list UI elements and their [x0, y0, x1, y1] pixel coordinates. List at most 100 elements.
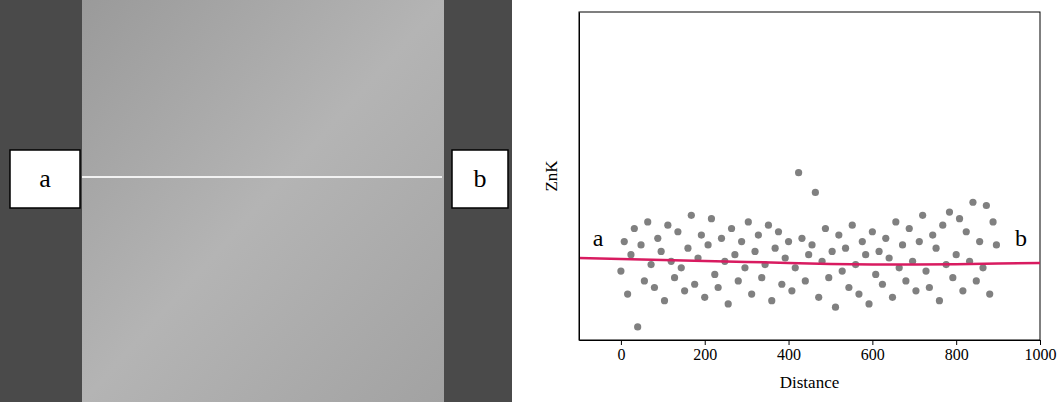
point [979, 264, 986, 271]
annotation: a [593, 225, 604, 251]
point [664, 222, 671, 229]
annotation: b [1015, 225, 1027, 251]
y-axis [579, 13, 580, 341]
x-tick-label: 800 [945, 346, 969, 363]
point [869, 228, 876, 235]
point [922, 268, 929, 275]
point [617, 268, 624, 275]
x-axis: 0 200 400 600 800 1000 [580, 340, 1057, 363]
x-tick-label: 1000 [1025, 346, 1057, 363]
point [708, 215, 715, 222]
trend-line [579, 258, 1040, 265]
x-axis-line [580, 340, 1041, 341]
point [647, 261, 654, 268]
x-tick-mark [789, 340, 790, 345]
point [681, 287, 688, 294]
x-tick-mark [705, 340, 706, 345]
point [684, 245, 691, 252]
x-tick-label: 600 [861, 346, 885, 363]
point [674, 228, 681, 235]
point [953, 251, 960, 258]
x-tick-label: 200 [693, 346, 717, 363]
point [855, 290, 862, 297]
micrograph: ab [0, 0, 512, 402]
point [788, 287, 795, 294]
point [718, 235, 725, 242]
point [875, 248, 882, 255]
point [735, 277, 742, 284]
point [631, 225, 638, 232]
point [621, 238, 628, 245]
point [932, 245, 939, 252]
point [859, 238, 866, 245]
point [728, 225, 735, 232]
point [892, 218, 899, 225]
x-tick-mark [956, 340, 957, 345]
point [715, 284, 722, 291]
point [849, 222, 856, 229]
point [661, 297, 668, 304]
point [912, 287, 919, 294]
x-tick-label: 0 [617, 346, 625, 363]
point [845, 284, 852, 291]
point [839, 268, 846, 275]
plot-frame [579, 12, 1040, 340]
label: a [39, 164, 51, 193]
point [795, 169, 802, 176]
point [778, 281, 785, 288]
x-tick-mark [1040, 340, 1041, 345]
point [835, 231, 842, 238]
point [842, 245, 849, 252]
x-tick: 1000 [1025, 340, 1057, 363]
x-tick: 0 [617, 340, 625, 363]
point [782, 254, 789, 261]
point [725, 300, 732, 307]
point [671, 274, 678, 281]
point [879, 281, 886, 288]
point [865, 300, 872, 307]
point [936, 297, 943, 304]
point [986, 290, 993, 297]
point [805, 251, 812, 258]
point [812, 189, 819, 196]
point [691, 281, 698, 288]
point [946, 208, 953, 215]
point [889, 294, 896, 301]
point [929, 231, 936, 238]
point [745, 218, 752, 225]
label-box [452, 150, 508, 208]
point [634, 323, 641, 330]
points [617, 169, 1000, 330]
x-tick: 200 [693, 340, 717, 363]
point [949, 274, 956, 281]
point [688, 212, 695, 219]
point [906, 225, 913, 232]
point [792, 264, 799, 271]
point [983, 202, 990, 209]
point [872, 271, 879, 278]
point [785, 238, 792, 245]
point [741, 264, 748, 271]
point [644, 218, 651, 225]
point [832, 304, 839, 311]
x-tick-mark [872, 340, 873, 345]
plot-area [579, 169, 1040, 330]
point [765, 222, 772, 229]
point [731, 251, 738, 258]
point [751, 248, 758, 255]
x-tick: 800 [945, 340, 969, 363]
scan-line [82, 176, 442, 178]
micrograph-background [0, 0, 512, 402]
point [815, 294, 822, 301]
point [862, 251, 869, 258]
x-tick-mark [621, 340, 622, 345]
point [829, 248, 836, 255]
point [738, 238, 745, 245]
x-tick: 400 [777, 340, 801, 363]
point [624, 290, 631, 297]
point [963, 228, 970, 235]
x-tick: 600 [861, 340, 885, 363]
point [976, 238, 983, 245]
point [775, 228, 782, 235]
point [641, 277, 648, 284]
